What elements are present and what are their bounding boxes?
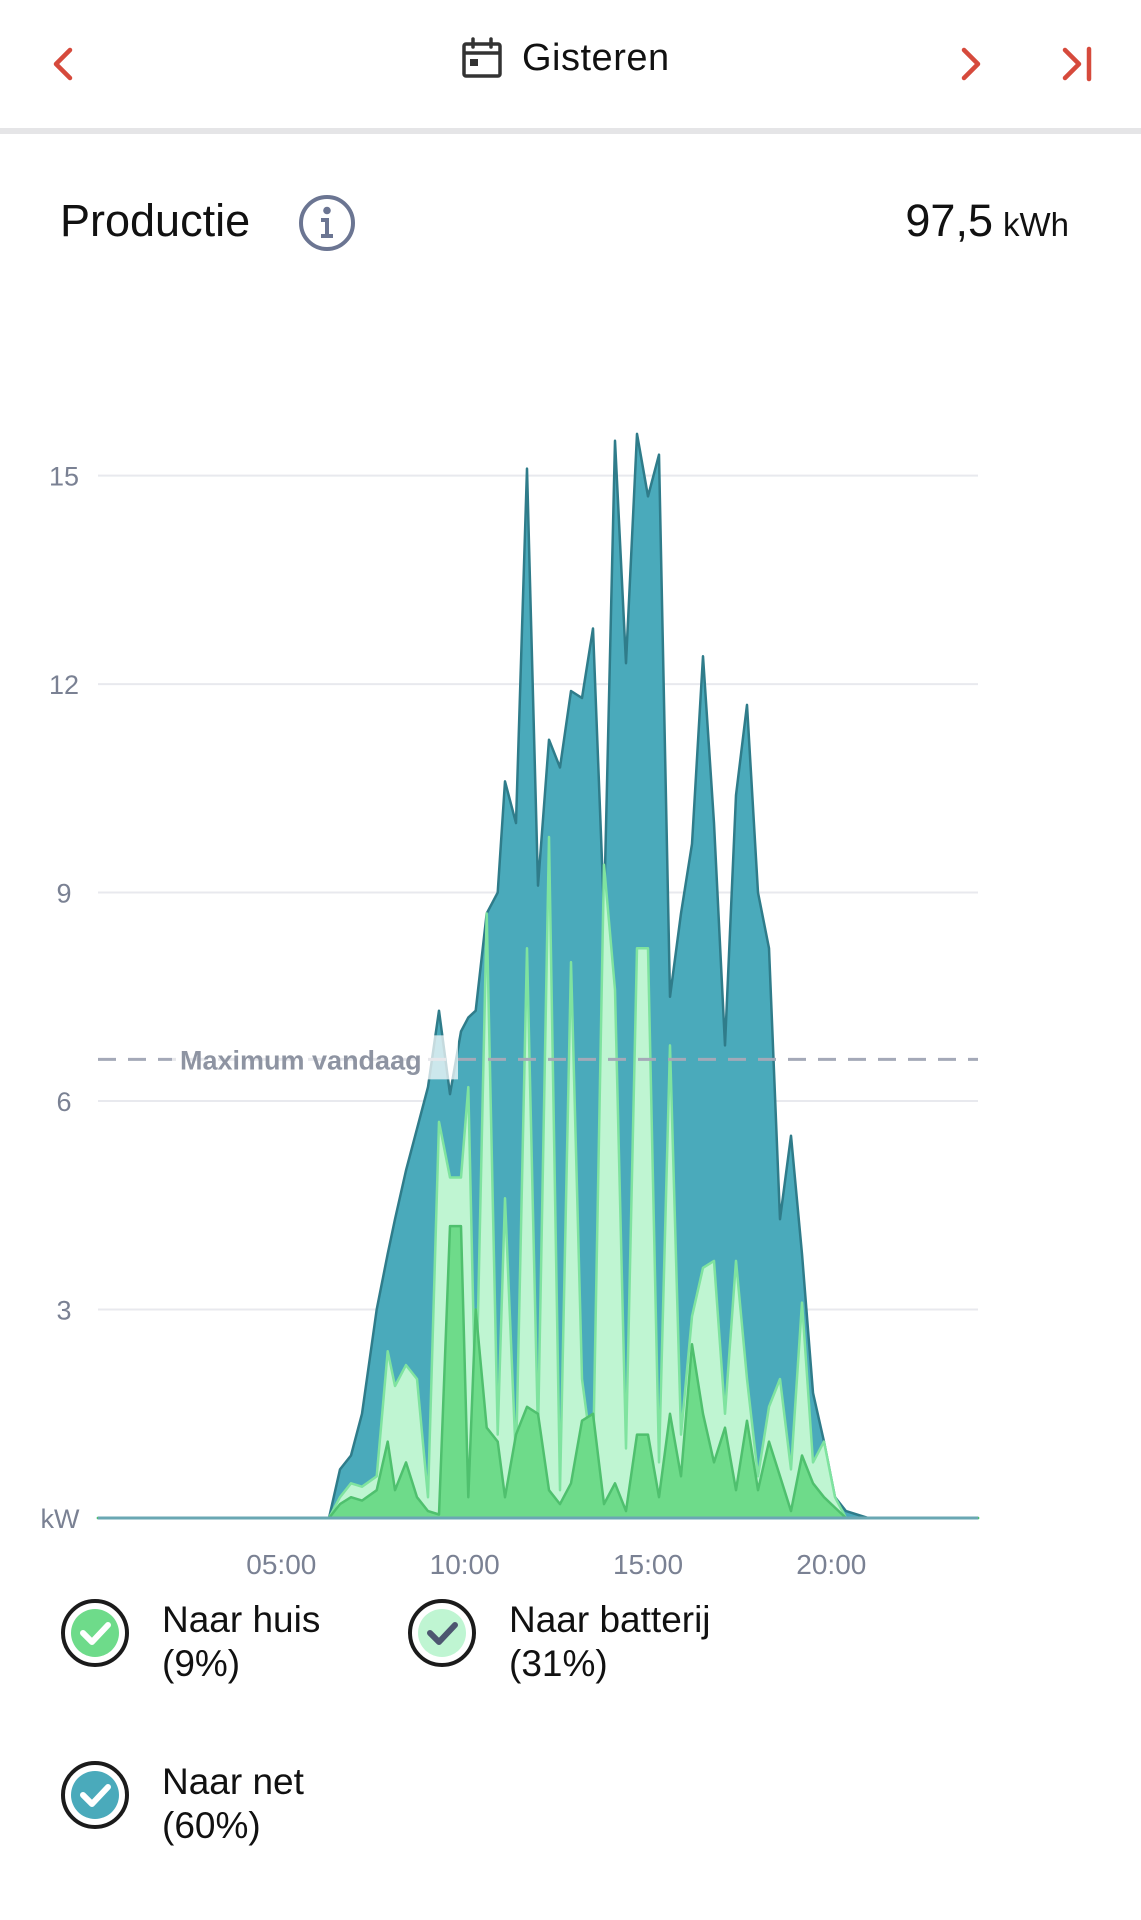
info-button[interactable] xyxy=(298,194,356,252)
production-value: 97,5 xyxy=(905,195,993,246)
legend-name: Naar batterij xyxy=(509,1599,711,1640)
date-selector[interactable]: Gisteren xyxy=(460,28,670,88)
chevron-left-icon xyxy=(53,47,73,81)
chart-axes: 3 6 9 12 15 kW 05:00 10:00 15:00 20:00 xyxy=(41,462,978,1580)
y-tick-label: 15 xyxy=(49,462,79,492)
chart-areas xyxy=(96,432,980,1520)
legend-name: Naar huis xyxy=(162,1599,321,1640)
legend-label: Naar huis (9%) xyxy=(162,1598,320,1686)
date-title: Gisteren xyxy=(522,36,670,79)
previous-day-button[interactable] xyxy=(32,32,96,96)
y-tick-label: 6 xyxy=(56,1087,71,1117)
legend-label: Naar net (60%) xyxy=(162,1760,304,1848)
info-icon xyxy=(299,195,355,251)
x-tick-label: 15:00 xyxy=(613,1549,683,1580)
legend-percent: (31%) xyxy=(509,1643,608,1684)
chevron-right-icon xyxy=(961,47,981,81)
date-navigation-header: Gisteren xyxy=(0,0,1141,134)
series-area xyxy=(96,1224,980,1520)
next-day-button[interactable] xyxy=(938,32,1002,96)
production-chart: Maximum vandaag 3 6 9 12 15 kW 05:00 10:00 15:00… xyxy=(0,400,1141,1580)
production-label: Productie xyxy=(60,195,251,246)
checkmark-icon xyxy=(60,1760,130,1830)
production-unit: kWh xyxy=(1003,206,1069,243)
legend-to-battery[interactable]: Naar batterij (31%) xyxy=(407,1598,711,1686)
production-summary: Productie 97,5 kWh xyxy=(0,186,1141,256)
legend-percent: (60%) xyxy=(162,1805,261,1846)
calendar-icon xyxy=(460,36,504,80)
x-tick-label: 10:00 xyxy=(430,1549,500,1580)
legend-to-house[interactable]: Naar huis (9%) xyxy=(60,1598,320,1686)
y-tick-label: 12 xyxy=(49,670,79,700)
skip-to-end-icon xyxy=(1062,46,1092,82)
legend-name: Naar net xyxy=(162,1761,304,1802)
x-tick-label: 05:00 xyxy=(246,1549,316,1580)
maximum-today-line: Maximum vandaag xyxy=(98,1035,978,1080)
series-area xyxy=(96,432,980,1520)
y-unit-label: kW xyxy=(41,1504,81,1534)
production-total: 97,5 kWh xyxy=(905,186,1069,260)
max-label: Maximum vandaag xyxy=(180,1045,422,1075)
x-tick-label: 20:00 xyxy=(796,1549,866,1580)
production-chart-svg: Maximum vandaag 3 6 9 12 15 kW 05:00 10:00 15:00… xyxy=(41,432,980,1580)
legend-percent: (9%) xyxy=(162,1643,241,1684)
y-tick-label: 3 xyxy=(56,1296,71,1326)
go-to-today-button[interactable] xyxy=(1044,32,1108,96)
y-tick-label: 9 xyxy=(56,879,71,909)
checkmark-icon xyxy=(407,1598,477,1668)
max-label-background xyxy=(172,1035,458,1080)
checkmark-icon xyxy=(60,1598,130,1668)
legend-label: Naar batterij (31%) xyxy=(509,1598,711,1686)
legend-to-grid[interactable]: Naar net (60%) xyxy=(60,1760,304,1848)
